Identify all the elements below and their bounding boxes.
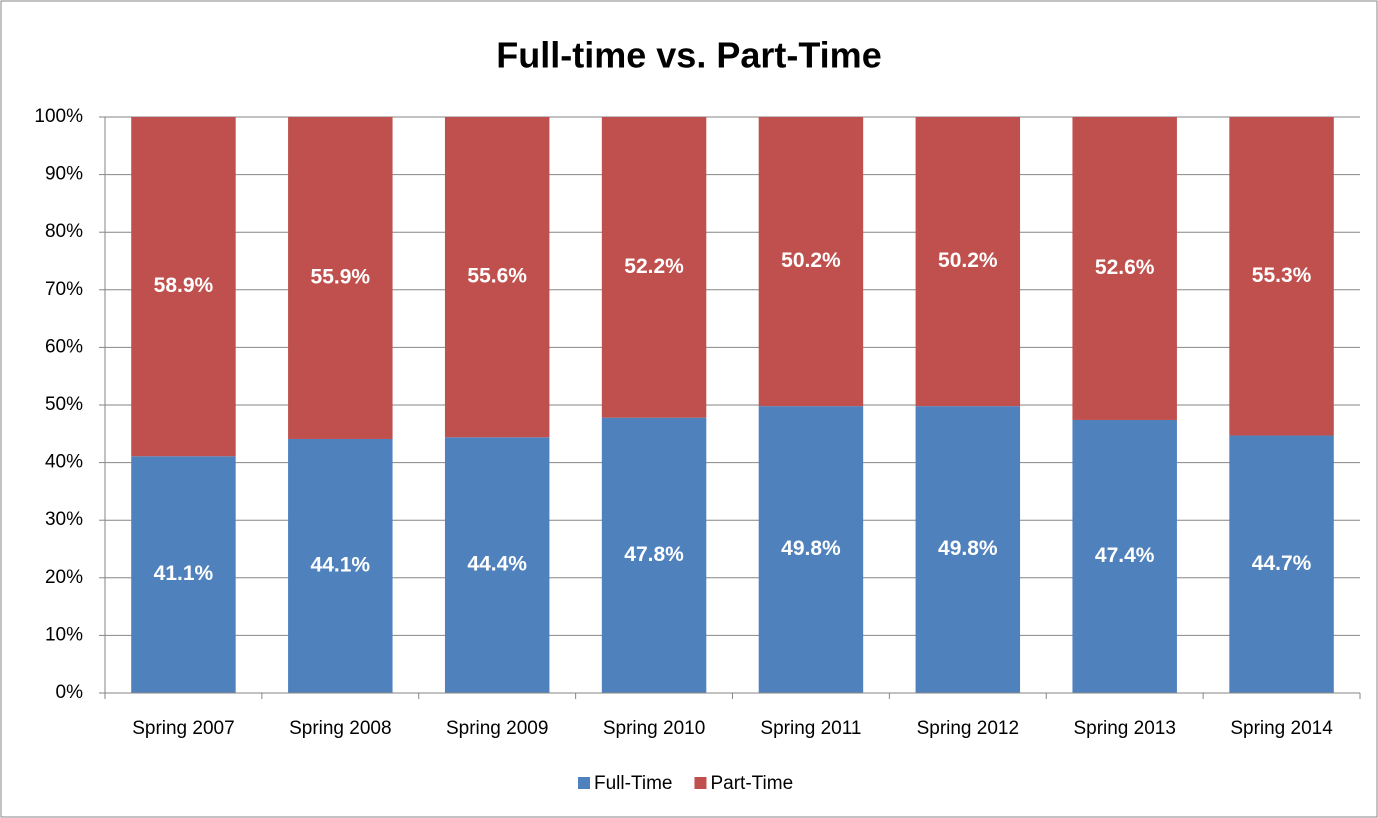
bar-segment xyxy=(915,406,1021,693)
legend-swatch xyxy=(694,777,707,789)
bar-segment xyxy=(444,437,550,693)
data-label: 47.8% xyxy=(624,543,684,566)
bar-segment xyxy=(1229,117,1334,436)
bar-segment xyxy=(758,117,864,407)
bar-segment xyxy=(1229,435,1334,693)
bar-segment xyxy=(288,438,393,693)
legend-label: Full-Time xyxy=(594,773,672,794)
data-label: 44.4% xyxy=(467,553,527,576)
data-label: 44.1% xyxy=(311,554,371,577)
bar-segment xyxy=(288,117,393,439)
y-tick-label: 60% xyxy=(45,336,83,357)
bar-segment xyxy=(444,117,550,438)
bar-segment xyxy=(601,117,707,418)
data-label: 55.3% xyxy=(1252,264,1312,287)
y-tick-label: 50% xyxy=(45,394,83,415)
legend-swatch xyxy=(578,777,590,789)
chart-title: Full-time vs. Part-Time xyxy=(496,35,881,76)
x-tick-label: Spring 2010 xyxy=(603,718,705,739)
bar-segment xyxy=(915,117,1021,407)
y-tick-label: 10% xyxy=(45,624,83,645)
bar-segment xyxy=(131,456,236,693)
bar-segment xyxy=(601,417,707,693)
data-label: 52.2% xyxy=(624,255,684,278)
data-label: 50.2% xyxy=(781,249,841,272)
x-tick-label: Spring 2013 xyxy=(1073,718,1175,739)
bar-segment xyxy=(1072,117,1177,420)
data-label: 55.6% xyxy=(467,265,527,288)
y-tick-label: 100% xyxy=(34,106,83,127)
bar-segment xyxy=(758,406,864,693)
x-tick-label: Spring 2008 xyxy=(289,718,391,739)
bar-segment xyxy=(131,117,236,457)
legend-label: Part-Time xyxy=(710,773,793,794)
y-tick-label: 80% xyxy=(45,221,83,242)
x-tick-label: Spring 2007 xyxy=(132,718,234,739)
y-tick-label: 40% xyxy=(45,452,83,473)
bar-segment xyxy=(1072,419,1177,693)
data-label: 44.7% xyxy=(1252,552,1312,575)
y-tick-label: 0% xyxy=(56,682,84,703)
x-tick-label: Spring 2011 xyxy=(760,718,861,739)
y-tick-label: 20% xyxy=(45,567,83,588)
data-label: 41.1% xyxy=(154,562,214,585)
data-label: 50.2% xyxy=(938,249,998,272)
data-label: 52.6% xyxy=(1095,256,1155,279)
data-label: 55.9% xyxy=(311,266,371,289)
data-label: 47.4% xyxy=(1095,544,1155,567)
y-tick-label: 70% xyxy=(45,279,83,300)
x-tick-label: Spring 2012 xyxy=(917,718,1019,739)
data-label: 49.8% xyxy=(781,537,841,560)
data-label: 49.8% xyxy=(938,537,998,560)
y-tick-label: 30% xyxy=(45,509,83,530)
y-tick-label: 90% xyxy=(45,164,83,185)
x-tick-label: Spring 2009 xyxy=(446,718,548,739)
data-label: 58.9% xyxy=(154,274,214,297)
x-tick-label: Spring 2014 xyxy=(1230,718,1333,739)
